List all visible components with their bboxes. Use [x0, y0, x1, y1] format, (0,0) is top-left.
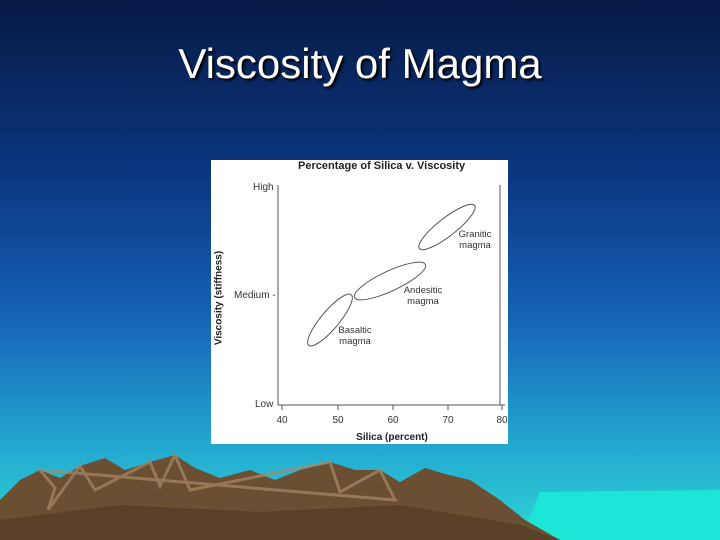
x-tick-label: 80 — [496, 415, 508, 426]
x-tick-label: 40 — [276, 415, 288, 426]
annotation: Andesitic magma — [403, 285, 443, 307]
x-tick-label: 50 — [332, 415, 344, 426]
x-tick-label: 60 — [387, 415, 399, 426]
x-tick-label: 70 — [442, 415, 454, 426]
y-label: Medium - — [234, 290, 276, 301]
annotation: Granitic magma — [458, 229, 492, 251]
figure-title: Percentage of Silica v. Viscosity — [298, 160, 466, 172]
figure-graphics — [277, 185, 505, 410]
y-label: High — [253, 182, 274, 193]
figure: Percentage of Silica v. Viscosity Viscos… — [211, 160, 508, 444]
slide-title: Viscosity of Magma — [178, 40, 542, 87]
y-axis-label: Viscosity (stiffness) — [213, 250, 225, 346]
x-axis-label: Silica (percent) — [356, 432, 428, 443]
annotation: Basaltic magma — [338, 325, 372, 347]
y-label: Low — [255, 399, 274, 410]
